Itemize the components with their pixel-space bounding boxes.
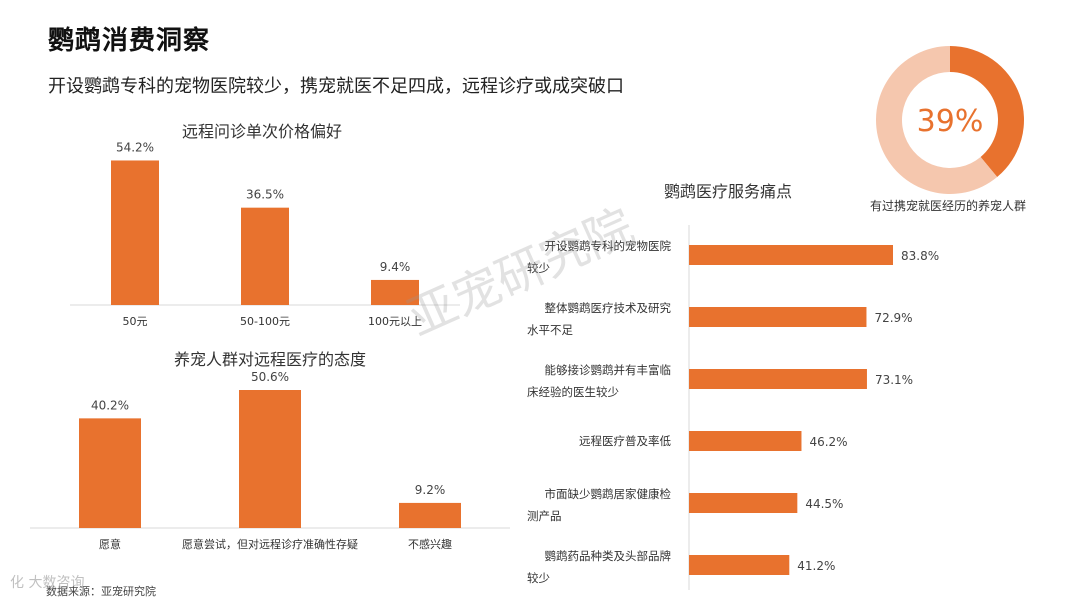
attitude-category-label: 愿意 [99,537,121,551]
painpoint-category-label: 开设鹦鹉专科的宠物医院 [545,239,672,253]
price-bar [111,160,159,305]
donut-slice [950,46,1024,178]
price-preference-chart: 54.2% 50元 36.5% 50-100元 9.4% 100元以上 [70,140,460,328]
painpoint-bar [689,555,790,575]
painpoint-bar [689,245,893,265]
price-bar [371,279,419,305]
attitude-category-label: 愿意尝试，但对远程诊疗准确性存疑 [182,537,358,551]
attitude-bar [399,502,461,528]
painpoint-category-label: 水平不足 [527,323,573,337]
donut-slice [876,46,998,194]
attitude-chart-title: 养宠人群对远程医疗的态度 [174,350,367,369]
price-value-label: 54.2% [116,140,154,154]
painpoint-category-label: 能够接诊鹦鹉并有丰富临 [545,363,672,377]
painpoint-category-label: 远程医疗普及率低 [579,434,671,448]
painpoint-category-label: 测产品 [527,509,562,523]
painpoint-value-label: 72.9% [874,311,912,325]
donut-caption: 有过携宠就医经历的养宠人群 [870,199,1027,213]
attitude-value-label: 50.6% [251,370,289,384]
painpoint-category-label: 床经验的医生较少 [527,385,619,399]
corner-logo: 化 大数咨询 [10,575,85,591]
painpoint-category-label: 较少 [527,261,550,275]
attitude-bar [239,390,301,528]
attitude-category-label: 不感兴趣 [408,537,452,551]
price-category-label: 50元 [123,315,148,328]
page-subtitle: 开设鹦鹉专科的宠物医院较少，携宠就医不足四成，远程诊疗或成突破口 [48,76,624,97]
painpoint-category-label: 整体鹦鹉医疗技术及研究 [545,301,672,315]
painpoint-value-label: 46.2% [809,435,847,449]
price-bar [241,207,289,305]
painpoint-chart-title: 鹦鹉医疗服务痛点 [664,182,793,201]
painpoint-bar [689,493,798,513]
painpoint-value-label: 41.2% [797,559,835,573]
painpoint-category-label: 市面缺少鹦鹉居家健康检 [545,487,672,501]
painpoint-category-label: 较少 [527,571,550,585]
attitude-value-label: 9.2% [415,483,446,497]
price-category-label: 50-100元 [240,315,290,328]
data-source: 数据来源：亚宠研究院 [46,585,156,598]
price-chart-title: 远程问诊单次价格偏好 [182,122,343,141]
painpoint-value-label: 73.1% [875,373,913,387]
painpoint-bar [689,307,867,327]
painpoint-value-label: 83.8% [901,249,939,263]
donut-center-label: 39% [917,104,984,139]
painpoint-value-label: 44.5% [805,497,843,511]
attitude-bar [79,418,141,528]
attitude-value-label: 40.2% [91,398,129,412]
painpoint-category-label: 鹦鹉药品种类及头部品牌 [545,549,672,563]
price-value-label: 36.5% [246,188,284,202]
page-title: 鹦鹉消费洞察 [48,26,211,56]
donut-chart: 39% [876,46,1024,194]
painpoint-bar [689,369,867,389]
attitude-chart: 40.2% 愿意 50.6% 愿意尝试，但对远程诊疗准确性存疑 9.2% 不感兴趣 [30,370,510,551]
price-category-label: 100元以上 [368,315,422,328]
painpoint-bar [689,431,802,451]
price-value-label: 9.4% [380,260,411,274]
